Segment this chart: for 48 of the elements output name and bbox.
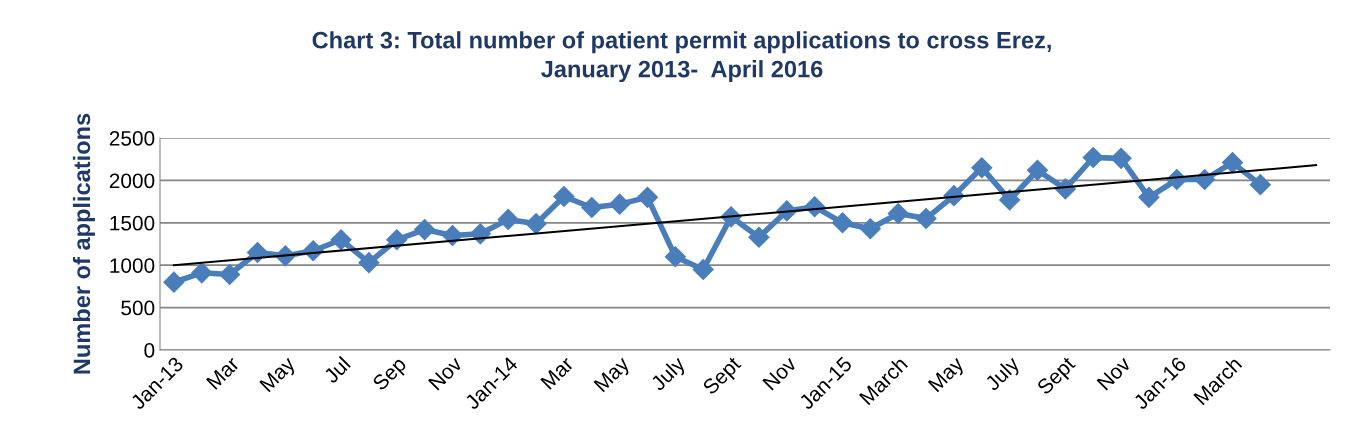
x-tick-label: Nov (762, 355, 798, 391)
point (358, 252, 380, 274)
x-tick-label: May (259, 355, 300, 396)
y-axis-title: Number of applications (72, 113, 95, 374)
point (748, 226, 770, 248)
point (191, 262, 213, 284)
point (553, 185, 575, 208)
x-tick-label: July (649, 354, 690, 395)
point (1221, 152, 1244, 174)
y-tick-label: 0 (144, 343, 155, 358)
point (1026, 159, 1049, 181)
point (859, 218, 881, 240)
point (386, 229, 408, 251)
x-tick-label: May (593, 355, 634, 396)
x-tick-label: Mar (540, 355, 575, 390)
x-tick-label: Mar (206, 355, 241, 390)
point (1138, 186, 1160, 208)
point (636, 186, 659, 208)
point (692, 258, 714, 280)
point (1082, 146, 1104, 169)
x-tick-label: Sep (371, 355, 410, 395)
y-tick-label: 1500 (110, 215, 155, 231)
y-tick-label: 1000 (110, 258, 155, 273)
point (330, 229, 352, 251)
point (831, 212, 854, 234)
x-tick-label: Nov (428, 355, 464, 391)
point (664, 246, 686, 268)
x-tick-label: May (927, 355, 968, 396)
point (887, 202, 909, 224)
chart-title: Chart 3: Total number of patient permit applications to cross Erez, January 2013- April 2016 (312, 31, 1051, 83)
point (1249, 174, 1271, 196)
point (971, 157, 993, 179)
point (219, 264, 241, 286)
point (497, 208, 519, 230)
point (999, 189, 1021, 211)
point (581, 197, 603, 219)
point (414, 219, 436, 241)
x-tick-label: Nov (1096, 355, 1132, 391)
x-tick-label: July (983, 354, 1024, 395)
y-tick-label: 2000 (109, 173, 155, 189)
point (609, 193, 631, 215)
x-tick-label: Jul (322, 355, 351, 385)
point (1110, 147, 1132, 169)
y-tick-label: 500 (121, 300, 155, 316)
point (163, 271, 185, 293)
point (525, 213, 547, 235)
point (915, 208, 937, 230)
y-tick-label: 2500 (109, 131, 155, 146)
